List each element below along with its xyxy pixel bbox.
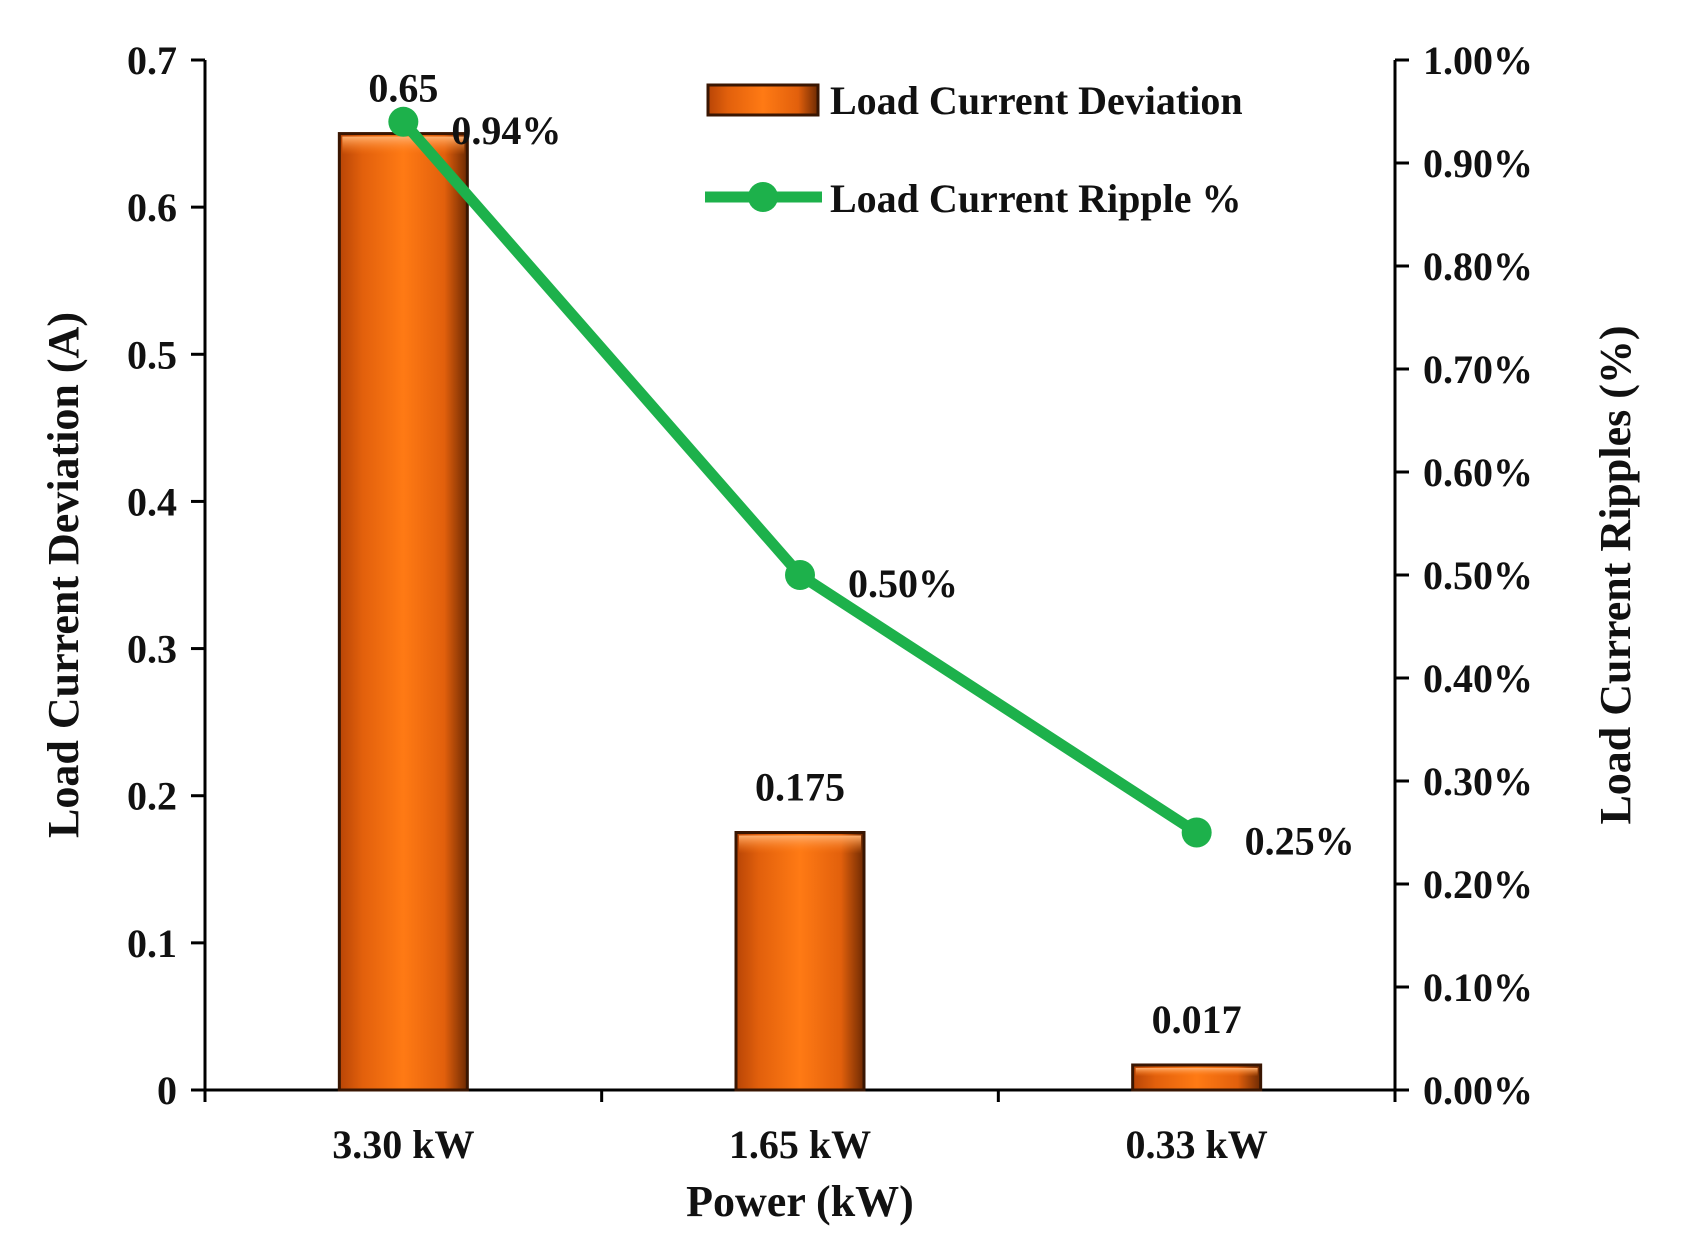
ripple-value-label: 0.94% [451,108,561,153]
line-data-labels: 0.94% 0.50% 0.25% [451,108,1354,864]
bar-series [337,132,1263,1092]
ripple-point [785,560,815,590]
bar-data-labels: 0.65 0.175 0.017 [368,66,1241,1042]
bar-body [734,831,866,1092]
right-tick-label: 0.50% [1423,553,1533,598]
left-tick-label: 0.5 [127,332,177,377]
x-tick-label: 0.33 kW [1126,1122,1268,1167]
left-axis-title: Load Current Deviation (A) [39,312,88,838]
legend-item-bar: Load Current Deviation [706,78,1243,123]
right-tick-label: 0.30% [1423,759,1533,804]
right-tick-label: 0.90% [1423,141,1533,186]
left-tick-label: 0.6 [127,185,177,230]
bar-highlight [739,835,861,854]
left-tick-label: 0.7 [127,38,177,83]
ripple-value-label: 0.25% [1245,819,1355,864]
right-tick-label: 0.80% [1423,244,1533,289]
right-axis-title: Load Current Ripples (%) [1591,325,1640,824]
right-tick-label: 1.00% [1423,38,1533,83]
line-series [388,106,1212,848]
bar [1131,1063,1263,1092]
right-tick-label: 0.00% [1423,1068,1533,1113]
legend-label-deviation: Load Current Deviation [830,78,1243,123]
right-tick-label: 0.70% [1423,347,1533,392]
right-axis-ticks: 0.00% 0.10% 0.20% 0.30% 0.40% 0.50% 0.60% 0.70%… [1395,38,1533,1113]
bar-highlight [1135,1067,1258,1077]
legend-line-marker [748,182,778,212]
bar-value-label: 0.65 [368,66,438,111]
right-tick-label: 0.60% [1423,450,1533,495]
legend-bar-swatch [706,83,820,117]
ripple-line [399,118,1200,838]
right-tick-label: 0.40% [1423,656,1533,701]
ripple-point [1181,817,1212,848]
left-tick-label: 0.2 [127,774,177,819]
x-tick-label: 3.30 kW [332,1122,474,1167]
x-axis-ticks: 3.30 kW 1.65 kW 0.33 kW [203,1090,1397,1167]
left-tick-label: 0.3 [127,627,177,672]
x-axis-title: Power (kW) [686,1177,914,1226]
right-tick-label: 0.20% [1423,862,1533,907]
left-tick-label: 0.4 [127,479,177,524]
legend-item-line: Load Current Ripple % [705,176,1242,221]
ripple-value-label: 0.50% [848,561,958,606]
bar [337,132,469,1092]
left-tick-label: 0 [157,1068,177,1113]
legend-label-ripple: Load Current Ripple % [830,176,1242,221]
bar-value-label: 0.017 [1152,997,1242,1042]
bar-value-label: 0.175 [755,765,845,810]
right-tick-label: 0.10% [1423,965,1533,1010]
bar-body [337,132,469,1092]
left-axis-ticks: 0 0.1 0.2 0.3 0.4 0.5 0.6 0.7 [127,38,205,1113]
legend: Load Current Deviation Load Current Ripp… [705,78,1243,221]
bar-highlight [342,136,465,155]
bar [734,831,866,1092]
ripple-point [388,106,419,137]
left-tick-label: 0.1 [127,921,177,966]
x-tick-label: 1.65 kW [729,1122,871,1167]
